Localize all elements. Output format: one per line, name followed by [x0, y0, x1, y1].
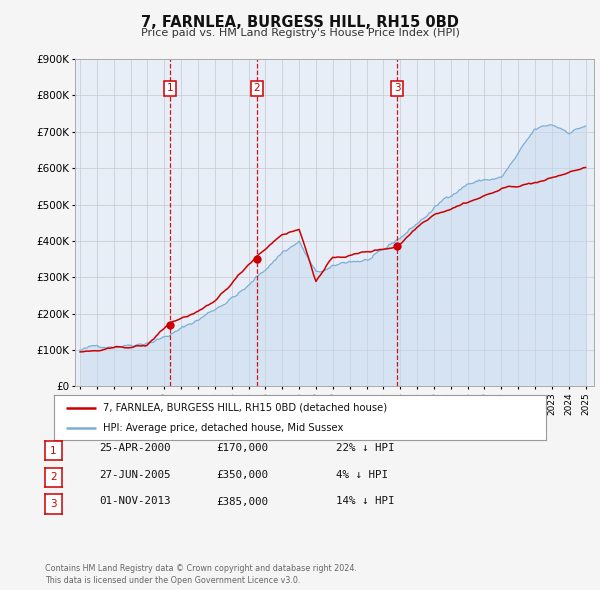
Text: 3: 3	[50, 499, 57, 509]
Text: 4% ↓ HPI: 4% ↓ HPI	[336, 470, 388, 480]
Text: £170,000: £170,000	[216, 444, 268, 453]
Text: 2: 2	[254, 83, 260, 93]
Text: 01-NOV-2013: 01-NOV-2013	[99, 497, 170, 506]
Text: 25-APR-2000: 25-APR-2000	[99, 444, 170, 453]
Text: £385,000: £385,000	[216, 497, 268, 506]
Text: 7, FARNLEA, BURGESS HILL, RH15 0BD: 7, FARNLEA, BURGESS HILL, RH15 0BD	[141, 15, 459, 30]
Text: HPI: Average price, detached house, Mid Sussex: HPI: Average price, detached house, Mid …	[103, 424, 344, 434]
Text: 2: 2	[50, 473, 57, 482]
Text: Price paid vs. HM Land Registry's House Price Index (HPI): Price paid vs. HM Land Registry's House …	[140, 28, 460, 38]
Text: 1: 1	[166, 83, 173, 93]
Text: 1: 1	[50, 446, 57, 455]
Text: 22% ↓ HPI: 22% ↓ HPI	[336, 444, 395, 453]
Text: 14% ↓ HPI: 14% ↓ HPI	[336, 497, 395, 506]
Text: 27-JUN-2005: 27-JUN-2005	[99, 470, 170, 480]
Text: 3: 3	[394, 83, 401, 93]
Text: Contains HM Land Registry data © Crown copyright and database right 2024.
This d: Contains HM Land Registry data © Crown c…	[45, 565, 357, 585]
Text: £350,000: £350,000	[216, 470, 268, 480]
Text: 7, FARNLEA, BURGESS HILL, RH15 0BD (detached house): 7, FARNLEA, BURGESS HILL, RH15 0BD (deta…	[103, 403, 388, 412]
